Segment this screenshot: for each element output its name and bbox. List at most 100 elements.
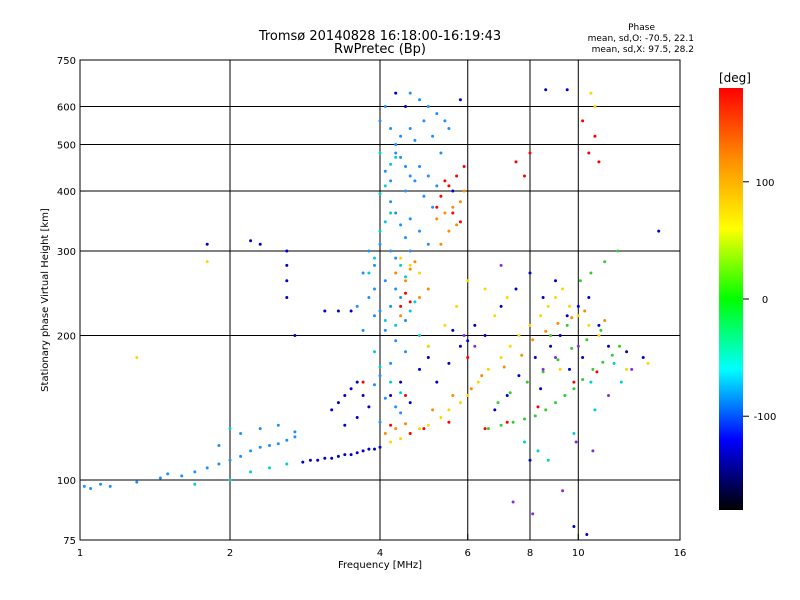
data-point [570,316,574,320]
data-point [523,417,526,421]
colorbar [719,88,743,510]
data-point [646,361,650,365]
data-point [593,105,597,108]
data-point [205,242,209,246]
data-point [383,319,387,322]
data-point [378,242,382,246]
data-point [435,112,439,116]
data-point [293,435,297,439]
data-point [496,401,500,405]
data-point [581,356,585,359]
grid-lines [80,60,680,540]
x-axis-label: Frequency [MHz] [338,560,422,571]
data-point [418,98,421,102]
data-point [447,408,451,412]
data-point [355,416,359,419]
data-point [408,309,412,313]
data-point [404,275,407,279]
data-point [570,346,574,350]
data-point [394,339,398,343]
data-point [268,466,271,470]
data-point [439,242,443,246]
data-point [619,380,623,384]
data-point [383,396,387,400]
y-axis-label: Stationary phase Virtual Height [km] [40,208,51,392]
data-point [435,380,439,384]
data-point [443,119,447,123]
data-point [558,367,562,371]
x-axis-ticks: 1 2 4 6 8 10 16 [77,534,687,559]
data-point [399,134,403,138]
x-tick-label: 16 [674,548,687,559]
data-point [308,458,312,462]
data-point [249,449,253,453]
data-point [591,449,595,453]
data-point [607,344,610,348]
x-tick-label: 10 [572,548,585,559]
data-point [355,380,359,384]
data-point [166,472,170,476]
data-point [603,260,607,264]
data-point [447,184,451,188]
data-point [458,344,462,348]
data-point [576,304,580,308]
data-point [394,151,398,155]
data-point [361,380,365,384]
data-point [539,314,543,318]
data-point [205,260,209,264]
stats-line-o: mean, sd,O: -70.5, 22.1 [588,34,694,44]
data-point [418,229,421,233]
data-point [367,296,371,299]
data-point [572,525,576,528]
data-point [591,367,595,371]
data-point [378,229,382,233]
data-point [587,323,591,327]
data-point [378,445,382,449]
data-point [447,420,451,424]
data-point [568,367,571,371]
data-point [258,445,262,449]
data-point [493,314,497,318]
data-point [578,279,582,283]
data-point [514,287,518,291]
data-point [587,151,591,155]
data-point [528,271,532,275]
data-point [422,119,426,123]
data-point [399,296,403,299]
data-point [82,484,86,488]
data-point [293,334,297,337]
data-point [418,296,421,299]
data-point [373,350,376,354]
data-point [408,91,412,95]
data-point [499,304,503,308]
y-tick-label: 500 [57,141,76,152]
data-point [533,356,537,359]
data-point [239,454,243,458]
data-point [330,408,334,412]
data-point [585,533,589,536]
data-point [618,344,621,348]
data-point [404,422,407,426]
y-axis-ticks: 75 100 200 300 400 500 600 750 [57,56,86,547]
data-point [517,334,521,337]
data-point [435,205,439,209]
data-point [394,256,398,260]
data-point [572,432,576,435]
data-point [399,411,403,415]
data-point [544,88,548,92]
data-point [585,338,589,342]
data-point [466,394,470,397]
data-point [443,211,447,215]
data-point [525,380,529,384]
data-point [455,304,459,308]
data-point [589,380,593,384]
data-point [499,356,503,359]
data-point [439,416,443,419]
data-point [383,169,387,173]
data-point [367,249,371,253]
chart-subtitle: RwPretec (Bp) [334,42,426,57]
data-point [394,427,398,431]
data-point [336,454,340,458]
x-tick-label: 6 [465,548,471,559]
